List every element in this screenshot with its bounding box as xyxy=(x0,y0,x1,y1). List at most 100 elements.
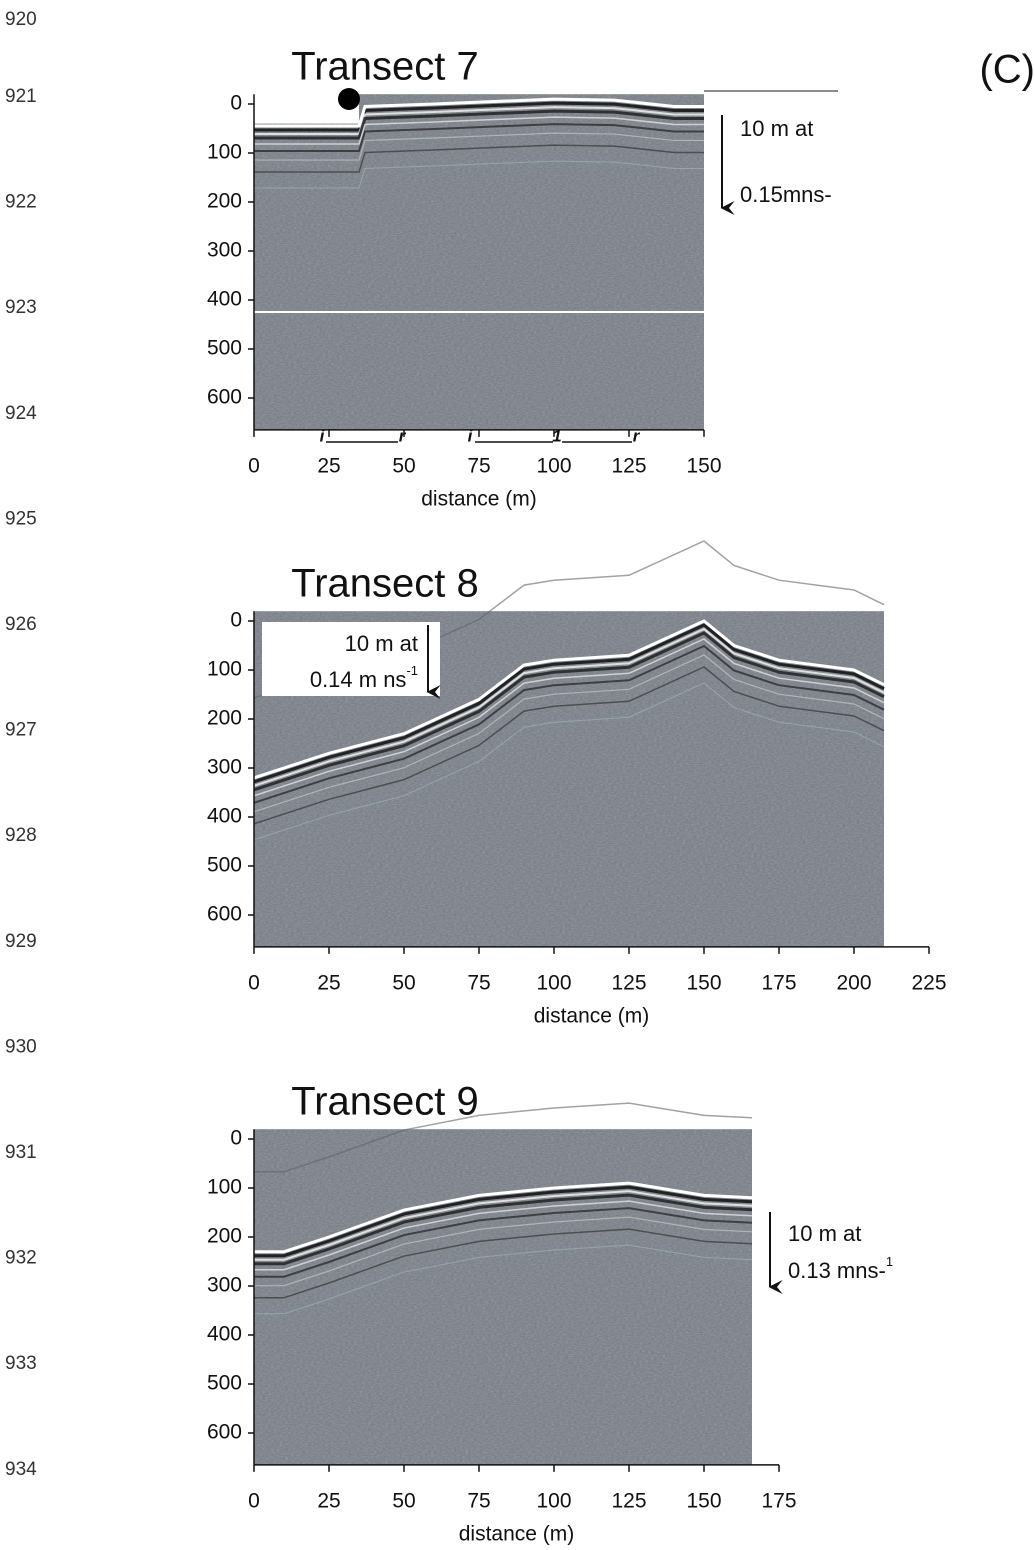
annotation-line: 10 m at xyxy=(345,631,418,656)
annotation-text: 10 m at xyxy=(788,1221,861,1246)
radargram-panel: 0 100 200 300 400 500 600 0 25 50 75 100 125 150 dista… xyxy=(207,45,838,510)
x-tick-label: 25 xyxy=(317,454,340,477)
elevation-label: 926 xyxy=(5,614,37,635)
y-tick-label: 100 xyxy=(207,141,242,164)
y-tick-label: 400 xyxy=(207,1323,242,1346)
radargram-texture xyxy=(254,1129,752,1465)
annotation-text: 0.14 m ns-1 xyxy=(310,663,418,691)
x-tick-label: 75 xyxy=(467,454,490,477)
x-tick-label: 150 xyxy=(686,454,721,477)
segment-label: i xyxy=(468,426,474,445)
reflection-band xyxy=(253,638,885,797)
x-tick-label: 0 xyxy=(248,1489,260,1512)
x-tick-label: 0 xyxy=(248,971,260,994)
y-tick-label: 600 xyxy=(207,903,242,926)
y-tick-label: 200 xyxy=(207,707,242,730)
x-tick-label: 125 xyxy=(611,454,646,477)
y-tick-label: 0 xyxy=(230,92,242,115)
y-tick-label: 600 xyxy=(207,386,242,409)
reflection-band xyxy=(254,1228,753,1299)
x-tick-label: 75 xyxy=(467,971,490,994)
x-tick-label: 200 xyxy=(836,971,871,994)
x-tick-label: 175 xyxy=(761,1489,796,1512)
x-tick-label: 150 xyxy=(686,971,721,994)
reflection-band xyxy=(254,123,704,153)
reflection-band xyxy=(254,1193,753,1266)
y-tick-label: 300 xyxy=(207,1274,242,1297)
annotation-text: 10 m at xyxy=(740,116,813,141)
annotation-line: 0.15mns- xyxy=(740,182,832,207)
x-tick-label: 0 xyxy=(248,454,260,477)
reflection-band xyxy=(254,1190,753,1261)
faint-reflector xyxy=(254,1102,753,1173)
segment-label: r xyxy=(633,426,641,445)
segment-label: 1 xyxy=(552,426,561,445)
radargram-panel: 0 100 200 300 400 500 600 0 25 50 75 100 125 150 175 di… xyxy=(207,1080,893,1546)
elevation-label: 921 xyxy=(5,86,37,107)
x-tick-label: 50 xyxy=(392,971,415,994)
reflection-band xyxy=(253,682,885,841)
x-tick-label: 225 xyxy=(911,971,946,994)
annotation-superscript: 1 xyxy=(886,1254,893,1269)
panel-title: Transect 9 xyxy=(291,1080,478,1124)
surface-line xyxy=(253,619,885,780)
y-tick-label: 400 xyxy=(207,288,242,311)
y-tick-label: 400 xyxy=(207,805,242,828)
reflection-band xyxy=(253,623,885,784)
elevation-label: 931 xyxy=(5,1142,37,1163)
reflection-band xyxy=(254,109,704,140)
y-tick-label: 500 xyxy=(207,854,242,877)
reflection-band xyxy=(254,1200,753,1271)
panel-title: Transect 8 xyxy=(291,562,478,606)
elevation-label: 933 xyxy=(5,1353,37,1374)
elevation-label: 932 xyxy=(5,1248,37,1269)
elevation-label: 929 xyxy=(5,931,37,952)
x-tick-label: 100 xyxy=(536,454,571,477)
y-tick-label: 600 xyxy=(207,1421,242,1444)
annotation-line: 0.13 mns- xyxy=(788,1258,886,1283)
annotation-line: 0.14 m ns xyxy=(310,667,407,692)
annotation-line: 10 m at xyxy=(788,1221,861,1246)
annotation-superscript: -1 xyxy=(406,663,418,678)
annotation-line: 10 m at xyxy=(740,116,813,141)
reflection-band xyxy=(253,644,885,804)
y-tick-label: 0 xyxy=(230,1127,242,1150)
x-tick-label: 25 xyxy=(317,1489,340,1512)
y-tick-label: 300 xyxy=(207,756,242,779)
elevation-label: 927 xyxy=(5,720,37,741)
reflection-band xyxy=(254,1244,753,1315)
x-tick-label: 150 xyxy=(686,1489,721,1512)
y-tick-label: 300 xyxy=(207,239,242,262)
reflection-band xyxy=(253,666,885,825)
annotation-text: 0.15mns- xyxy=(740,182,832,207)
reflection-band xyxy=(254,1216,753,1287)
radargram-panel: 0 100 200 300 400 500 600 0 25 50 75 100 125 150 175 20… xyxy=(207,540,947,1027)
x-tick-label: 100 xyxy=(536,1489,571,1512)
elevation-label: 928 xyxy=(5,825,37,846)
x-tick-label: 50 xyxy=(392,1489,415,1512)
reflection-band xyxy=(253,627,885,787)
reflection-band xyxy=(254,1207,753,1278)
y-tick-label: 0 xyxy=(230,609,242,632)
elevation-label: 923 xyxy=(5,297,37,318)
x-tick-label: 75 xyxy=(467,1489,490,1512)
x-tick-label: 50 xyxy=(392,454,415,477)
segment-label: i xyxy=(320,426,326,445)
elevation-label: 924 xyxy=(5,403,37,424)
x-axis-label: distance (m) xyxy=(421,487,537,510)
y-tick-label: 500 xyxy=(207,337,242,360)
elevation-label: 925 xyxy=(5,508,37,529)
reflection-band xyxy=(254,1185,753,1258)
y-tick-label: 500 xyxy=(207,1372,242,1395)
surface-line xyxy=(254,1181,753,1254)
annotation-text: 0.13 mns-1 xyxy=(788,1254,893,1282)
x-tick-label: 25 xyxy=(317,971,340,994)
x-tick-label: 100 xyxy=(536,971,571,994)
reflection-band xyxy=(254,116,704,145)
x-axis-label: distance (m) xyxy=(534,1004,650,1027)
annotation-text: 10 m at xyxy=(345,631,418,656)
x-axis-label: distance (m) xyxy=(459,1522,575,1545)
reflection-band xyxy=(253,631,885,792)
x-tick-label: 125 xyxy=(611,971,646,994)
